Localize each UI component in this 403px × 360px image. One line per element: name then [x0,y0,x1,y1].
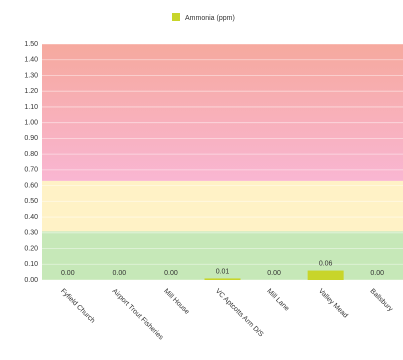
y-tick-label: 0.60 [24,182,38,189]
x-tick-label: Fyfield Church [59,288,96,325]
y-tick-label: 0.30 [24,230,38,237]
y-tick-label: 0.90 [24,135,38,142]
value-label: 0.01 [216,268,230,275]
y-tick-label: 0.20 [24,245,38,252]
bar [307,270,344,280]
x-tick-label: Airport Trout Fisheries [111,288,165,342]
y-tick-label: 1.00 [24,120,38,127]
value-label: 0.00 [113,270,127,277]
y-tick-label: 1.10 [24,104,38,111]
x-tick-label: Mill Lane [265,288,290,313]
y-tick-label: 0.00 [24,277,38,284]
y-tick-label: 0.50 [24,198,38,205]
value-label: 0.00 [370,270,384,277]
threshold-band [42,180,403,232]
y-tick-label: 0.40 [24,214,38,221]
legend-swatch [172,13,180,21]
y-tick-label: 0.80 [24,151,38,158]
value-label: 0.06 [319,260,333,267]
y-tick-label: 1.20 [24,88,38,95]
legend-label: Ammonia (ppm) [185,15,235,22]
y-tick-label: 1.50 [24,41,38,48]
x-tick-label: Valley Mead [317,288,349,320]
x-tick-label: Mill House [162,288,190,316]
value-label: 0.00 [164,270,178,277]
bar [204,278,241,280]
y-tick-label: 1.30 [24,72,38,79]
y-tick-label: 0.70 [24,167,38,174]
x-tick-label: VC Aptcotts Arm D/S [214,288,265,339]
y-tick-label: 0.10 [24,261,38,268]
threshold-band [42,44,403,181]
value-label: 0.00 [267,270,281,277]
y-tick-label: 1.40 [24,57,38,64]
legend: Ammonia (ppm) [172,13,235,22]
x-tick-label: Ballsbury [368,288,394,314]
value-label: 0.00 [61,270,75,277]
